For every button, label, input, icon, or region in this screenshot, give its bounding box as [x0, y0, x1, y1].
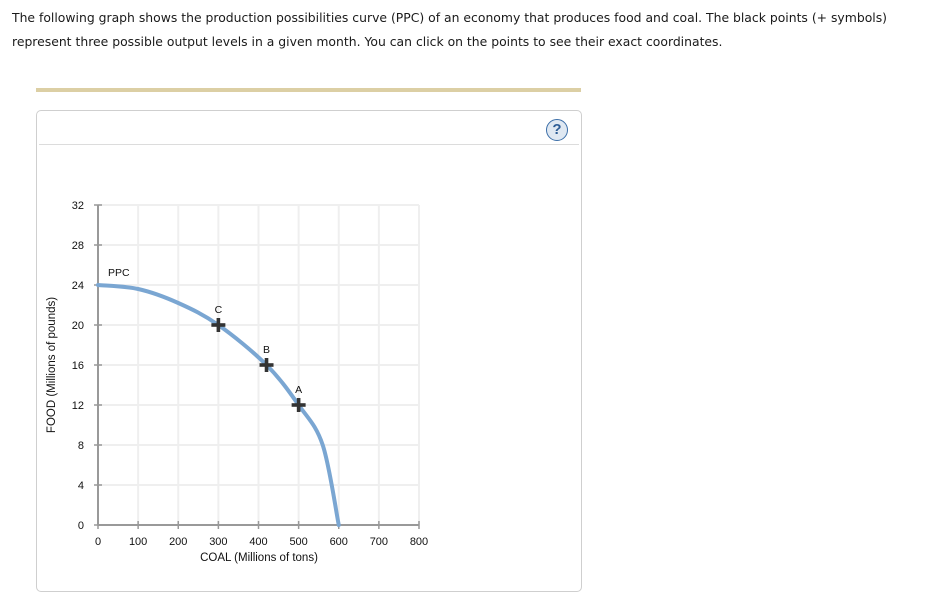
- chart-axes: [94, 204, 420, 529]
- y-tick-label: 4: [78, 480, 84, 492]
- tick-labels: 0 4 8 12 16 20 24 28 32 0 100 200 300 400 500 600 700 800: [72, 200, 428, 548]
- data-points: A B C: [211, 304, 306, 412]
- y-tick-label: 12: [72, 400, 84, 412]
- x-tick-label: 800: [410, 536, 428, 548]
- chart-grid: [98, 204, 420, 525]
- accent-divider: [36, 88, 581, 92]
- help-icon[interactable]: ?: [546, 119, 568, 141]
- x-tick-label: 600: [330, 536, 348, 548]
- y-tick-label: 0: [78, 520, 84, 532]
- x-tick-label: 200: [169, 536, 187, 548]
- x-tick-label: 400: [249, 536, 267, 548]
- y-tick-label: 28: [72, 240, 84, 252]
- x-tick-label: 0: [95, 536, 101, 548]
- y-tick-label: 8: [78, 440, 84, 452]
- ppc-chart: 0 4 8 12 16 20 24 28 32 0 100 200 300 400 500 600 700 800…: [46, 200, 428, 564]
- x-tick-label: 100: [129, 536, 147, 548]
- graph-panel: ?: [36, 110, 582, 592]
- y-tick-label: 16: [72, 360, 84, 372]
- y-tick-label: 24: [72, 280, 84, 292]
- y-tick-label: 32: [72, 200, 84, 212]
- x-tick-label: 300: [209, 536, 227, 548]
- point-a[interactable]: A: [291, 384, 306, 412]
- point-label: A: [295, 384, 302, 396]
- panel-header-divider: [39, 144, 579, 145]
- y-axis-title: FOOD (Millions of pounds): [46, 297, 58, 433]
- point-label: B: [263, 344, 270, 356]
- y-tick-label: 20: [72, 320, 84, 332]
- ppc-curve: [96, 283, 341, 527]
- point-c[interactable]: C: [211, 304, 226, 332]
- x-axis-title: COAL (Millions of tons): [200, 552, 318, 564]
- point-label: C: [215, 304, 223, 316]
- point-b[interactable]: B: [259, 344, 274, 372]
- instructions-text: The following graph shows the production…: [12, 10, 888, 49]
- x-tick-label: 500: [289, 536, 307, 548]
- ppc-curve-label: PPC: [108, 267, 130, 279]
- x-tick-label: 700: [370, 536, 388, 548]
